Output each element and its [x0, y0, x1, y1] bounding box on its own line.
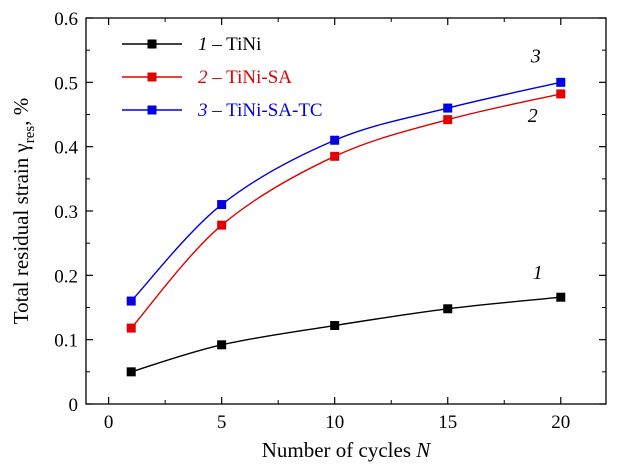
- data-point-series-2: [217, 220, 227, 230]
- y-tick-label: 0.3: [54, 202, 78, 223]
- data-point-series-3: [330, 135, 340, 145]
- legend: 1 – TiNi 2 – TiNi-SA 3 – TiNi-SA-TC: [122, 34, 323, 121]
- x-tick-label: 0: [104, 412, 114, 433]
- legend-marker-1: [147, 39, 157, 49]
- series-curve-1: [131, 296, 561, 373]
- plot-frame: [85, 17, 607, 405]
- legend-marker-2: [147, 72, 157, 82]
- data-point-series-1: [217, 340, 227, 350]
- curve-label-3: 3: [530, 45, 541, 67]
- data-point-series-2: [126, 323, 136, 333]
- curve-label-1: 1: [533, 262, 543, 284]
- legend-label-2: 2 – TiNi-SA: [198, 67, 292, 88]
- x-axis-ticks: 0 5 10 15 20: [104, 18, 570, 433]
- y-tick-label: 0.6: [54, 9, 78, 30]
- y-axis-ticks: 0 0.1 0.2 0.3 0.4 0.5 0.6: [54, 9, 606, 416]
- y-tick-label: 0.5: [54, 73, 78, 94]
- data-point-series-3: [556, 77, 566, 87]
- x-axis-title: Number of cycles N: [262, 438, 432, 462]
- curve-label-2: 2: [528, 105, 538, 127]
- legend-marker-3: [147, 105, 157, 115]
- curve-labels: 1 2 3: [528, 45, 543, 284]
- data-point-series-1: [330, 321, 340, 331]
- y-tick-label: 0.4: [54, 138, 78, 159]
- series-points: [126, 77, 566, 377]
- data-point-series-1: [443, 304, 453, 314]
- x-tick-label: 10: [325, 412, 344, 433]
- series-curve-2: [130, 93, 561, 329]
- data-point-series-1: [126, 367, 136, 377]
- data-point-series-2: [556, 89, 566, 99]
- data-point-series-3: [126, 296, 136, 306]
- data-point-series-1: [556, 292, 566, 302]
- data-point-series-3: [443, 103, 453, 113]
- x-tick-label: 20: [551, 412, 570, 433]
- x-tick-label: 15: [438, 412, 457, 433]
- data-point-series-3: [217, 200, 227, 210]
- series-curves: [130, 81, 561, 373]
- y-tick-label: 0.1: [54, 331, 78, 352]
- legend-label-3: 3 – TiNi-SA-TC: [197, 100, 323, 121]
- x-tick-label: 5: [217, 412, 227, 433]
- data-point-series-2: [330, 151, 340, 161]
- y-tick-label: 0.2: [54, 266, 78, 287]
- legend-label-1: 1 – TiNi: [198, 34, 261, 55]
- y-tick-label: 0: [69, 395, 79, 416]
- data-point-series-2: [443, 115, 453, 125]
- series-curve-3: [130, 81, 561, 302]
- y-axis-title: Total residual strain γres, %: [9, 98, 38, 325]
